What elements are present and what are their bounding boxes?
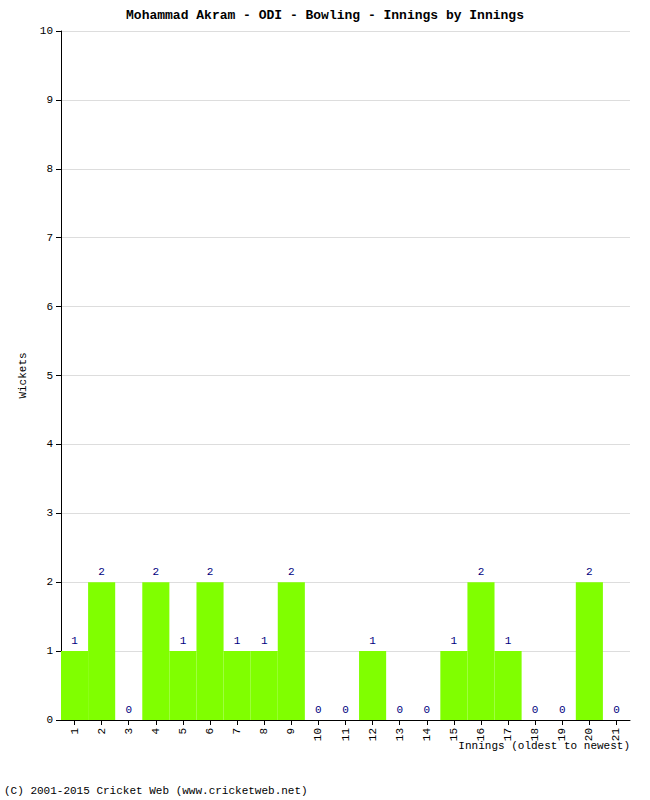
svg-text:1: 1 (369, 635, 376, 647)
svg-text:5: 5 (177, 728, 189, 735)
svg-text:1: 1 (46, 645, 53, 657)
svg-text:2: 2 (46, 576, 53, 588)
svg-text:14: 14 (421, 728, 433, 742)
svg-text:(C) 2001-2015 Cricket Web (www: (C) 2001-2015 Cricket Web (www.cricketwe… (4, 785, 308, 797)
svg-text:21: 21 (610, 728, 622, 742)
svg-text:1: 1 (180, 635, 187, 647)
svg-text:2: 2 (207, 566, 214, 578)
svg-text:16: 16 (475, 728, 487, 741)
svg-text:10: 10 (40, 25, 53, 37)
svg-text:1: 1 (71, 635, 78, 647)
svg-text:3: 3 (46, 507, 53, 519)
svg-text:2: 2 (98, 566, 105, 578)
svg-text:1: 1 (451, 635, 458, 647)
svg-text:17: 17 (502, 728, 514, 741)
svg-text:12: 12 (367, 728, 379, 741)
svg-text:2: 2 (153, 566, 160, 578)
svg-text:7: 7 (231, 728, 243, 735)
svg-text:0: 0 (396, 704, 403, 716)
svg-text:0: 0 (342, 704, 349, 716)
svg-text:2: 2 (96, 728, 108, 735)
svg-text:0: 0 (46, 714, 53, 726)
svg-text:2: 2 (478, 566, 485, 578)
svg-text:1: 1 (234, 635, 241, 647)
svg-text:11: 11 (340, 728, 352, 742)
svg-text:2: 2 (586, 566, 593, 578)
svg-text:8: 8 (46, 163, 53, 175)
svg-text:15: 15 (448, 728, 460, 741)
svg-text:7: 7 (46, 232, 53, 244)
svg-text:Wickets: Wickets (17, 352, 29, 398)
svg-text:5: 5 (46, 370, 53, 382)
svg-text:6: 6 (204, 728, 216, 735)
svg-text:1: 1 (261, 635, 268, 647)
svg-text:20: 20 (583, 728, 595, 741)
svg-text:8: 8 (258, 728, 270, 735)
svg-text:4: 4 (46, 438, 53, 450)
svg-text:19: 19 (556, 728, 568, 741)
svg-text:18: 18 (529, 728, 541, 741)
svg-text:0: 0 (315, 704, 322, 716)
svg-text:1: 1 (69, 728, 81, 735)
svg-text:Mohammad Akram - ODI - Bowling: Mohammad Akram - ODI - Bowling - Innings… (126, 8, 524, 23)
svg-text:2: 2 (288, 566, 295, 578)
svg-text:10: 10 (312, 728, 324, 741)
svg-text:9: 9 (46, 94, 53, 106)
svg-text:0: 0 (559, 704, 566, 716)
svg-text:4: 4 (150, 728, 162, 735)
svg-text:0: 0 (125, 704, 132, 716)
svg-text:0: 0 (613, 704, 620, 716)
svg-text:0: 0 (423, 704, 430, 716)
svg-text:6: 6 (46, 301, 53, 313)
svg-text:0: 0 (532, 704, 539, 716)
svg-text:3: 3 (123, 728, 135, 735)
svg-text:13: 13 (394, 728, 406, 741)
svg-text:Innings (oldest to newest): Innings (oldest to newest) (458, 739, 630, 752)
svg-text:9: 9 (285, 728, 297, 735)
svg-text:1: 1 (505, 635, 512, 647)
